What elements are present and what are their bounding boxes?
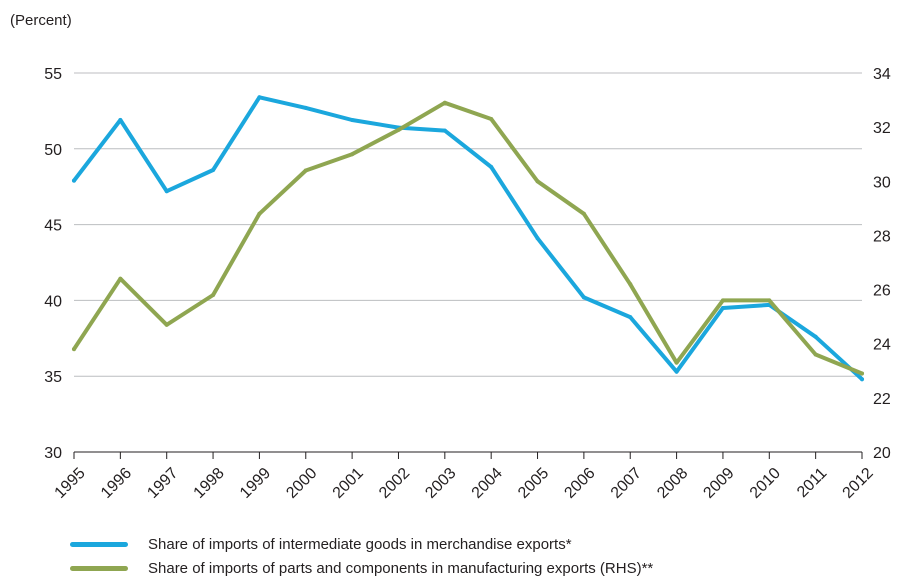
series-line-1 [72, 95, 864, 382]
series-2-point-1996 [118, 276, 123, 281]
y-right-tick-32: 32 [873, 120, 891, 137]
legend-item-intermediate-goods: Share of imports of intermediate goods i… [70, 532, 653, 556]
series-2-point-2006 [581, 211, 586, 216]
series-1-point-2009 [720, 305, 725, 310]
y-left-tick-50: 50 [44, 142, 62, 159]
series-2-point-2000 [303, 168, 308, 173]
x-tick-2005: 2005 [515, 465, 552, 502]
x-tick-1999: 1999 [237, 465, 274, 502]
y-left-tick-40: 40 [44, 293, 62, 310]
y-right-tick-24: 24 [873, 337, 891, 354]
x-tick-2006: 2006 [561, 465, 598, 502]
series-2-point-1999 [257, 211, 262, 216]
legend-swatch-intermediate-goods [70, 541, 128, 547]
series-1-point-2000 [303, 105, 308, 110]
y-right-tick-20: 20 [873, 445, 891, 462]
y-left-tick-45: 45 [44, 218, 62, 235]
series-2-point-2007 [628, 282, 633, 287]
series-2-point-2010 [767, 298, 772, 303]
series-1-point-2012 [860, 377, 864, 382]
series-2-point-2008 [674, 360, 679, 365]
x-tick-2001: 2001 [330, 465, 367, 502]
y-right-tick-30: 30 [873, 174, 891, 191]
x-tick-1996: 1996 [98, 465, 135, 502]
series-1-point-2003 [442, 128, 447, 133]
right-axis-ticks: 20 22 24 26 28 30 32 34 [873, 66, 891, 462]
x-axis-ticks: 1995 1996 1997 1998 1999 2000 2001 2002 2003 2004… [52, 465, 877, 502]
y-right-tick-34: 34 [873, 66, 891, 83]
legend-item-parts-components: Share of imports of parts and components… [70, 556, 653, 580]
series-1-point-2004 [489, 164, 494, 169]
series-2-point-2001 [350, 152, 355, 157]
x-tick-2003: 2003 [422, 465, 459, 502]
gridlines [74, 72, 862, 377]
x-tick-2009: 2009 [700, 465, 737, 502]
x-tick-1995: 1995 [52, 465, 89, 502]
series-2-point-2002 [396, 127, 401, 132]
series-2-point-2011 [813, 352, 818, 357]
series-lines [72, 95, 864, 382]
series-2-point-2009 [720, 298, 725, 303]
unit-label: (Percent) [10, 12, 72, 29]
x-tick-1998: 1998 [191, 465, 228, 502]
x-tick-1997: 1997 [144, 465, 181, 502]
x-tick-2002: 2002 [376, 465, 413, 502]
x-tick-2008: 2008 [654, 465, 691, 502]
series-1-point-2005 [535, 236, 540, 241]
series-2-point-2012 [860, 371, 864, 376]
series-2-point-2004 [489, 117, 494, 122]
series-2-point-1998 [211, 292, 216, 297]
x-tick-2012: 2012 [840, 465, 877, 502]
series-2-point-2005 [535, 179, 540, 184]
legend: Share of imports of intermediate goods i… [70, 532, 653, 580]
series-1-point-2011 [813, 334, 818, 339]
x-tick-2007: 2007 [608, 465, 645, 502]
series-1-point-1997 [164, 189, 169, 194]
series-2-point-1995 [72, 347, 76, 352]
legend-swatch-parts-components [70, 565, 128, 571]
series-1-point-2006 [581, 295, 586, 300]
y-right-tick-26: 26 [873, 283, 891, 300]
y-right-tick-22: 22 [873, 391, 891, 408]
y-left-tick-55: 55 [44, 66, 62, 83]
y-left-tick-30: 30 [44, 445, 62, 462]
series-2-point-2003 [442, 100, 447, 105]
x-tick-2011: 2011 [794, 465, 830, 501]
series-1-point-2001 [350, 117, 355, 122]
series-line-2 [72, 100, 864, 376]
x-tick-2000: 2000 [283, 465, 320, 502]
y-left-tick-35: 35 [44, 369, 62, 386]
legend-label-parts-components: Share of imports of parts and components… [148, 559, 654, 577]
series-1-point-1998 [211, 168, 216, 173]
series-1-point-2007 [628, 315, 633, 320]
y-right-tick-28: 28 [873, 228, 891, 245]
series-1-point-1996 [118, 117, 123, 122]
series-1-point-1995 [72, 178, 76, 183]
legend-label-intermediate-goods: Share of imports of intermediate goods i… [148, 535, 572, 553]
series-1-point-2008 [674, 369, 679, 374]
x-tick-2010: 2010 [747, 465, 784, 502]
series-2-point-1997 [164, 322, 169, 327]
axes [73, 451, 863, 459]
left-axis-ticks: 30 35 40 45 50 55 [44, 66, 62, 462]
x-tick-2004: 2004 [469, 465, 506, 502]
series-1-point-1999 [257, 95, 262, 100]
